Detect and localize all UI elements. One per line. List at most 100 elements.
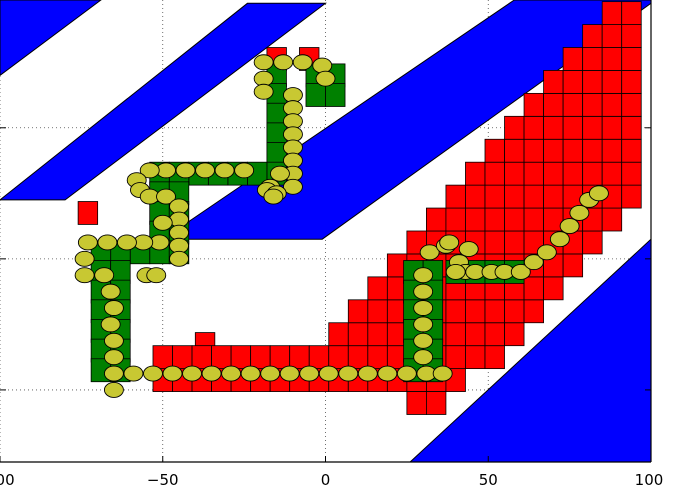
waypoint: [569, 205, 590, 221]
visited-cell: [367, 345, 388, 370]
obstacle-band-2: [0, 2, 327, 201]
visited-cell: [172, 345, 193, 370]
visited-cell: [543, 276, 564, 301]
waypoint: [458, 241, 479, 257]
visited-cell: [504, 115, 525, 140]
waypoint: [94, 267, 115, 284]
waypoint: [195, 162, 216, 179]
waypoint: [445, 264, 466, 280]
visited-cell: [484, 322, 505, 347]
visited-cell: [601, 92, 623, 117]
waypoint: [253, 54, 274, 71]
visited-cell: [465, 184, 486, 209]
waypoint: [413, 300, 434, 316]
waypoint: [357, 365, 378, 382]
visited-cell: [426, 207, 447, 232]
visited-cell: [601, 24, 623, 48]
waypoint: [162, 365, 183, 382]
visited-cell: [562, 253, 584, 278]
waypoint: [152, 214, 173, 231]
waypoint: [103, 349, 124, 366]
visited-cell: [465, 299, 486, 324]
obstacle-band-1: [0, 0, 102, 77]
waypoint: [413, 283, 434, 300]
visited-cell: [523, 299, 544, 324]
visited-cell: [562, 138, 584, 163]
visited-cell: [562, 70, 584, 94]
visited-cell: [523, 184, 544, 209]
waypoint: [292, 54, 313, 71]
waypoint: [263, 188, 284, 205]
visited-cell: [601, 47, 623, 71]
waypoint: [260, 365, 281, 382]
waypoint: [103, 365, 124, 382]
visited-cell: [601, 1, 623, 25]
waypoint: [269, 165, 290, 182]
waypoint: [523, 254, 544, 271]
visited-cell: [426, 391, 447, 415]
waypoint: [97, 234, 118, 251]
visited-cell: [562, 115, 584, 140]
visited-cell: [367, 299, 388, 324]
visited-cell: [77, 201, 99, 225]
visited-cell: [582, 24, 603, 48]
waypoint: [338, 365, 359, 382]
path-cell: [305, 83, 326, 107]
waypoint: [143, 365, 163, 382]
waypoint: [240, 365, 261, 382]
visited-cell: [621, 92, 642, 117]
visited-cell: [543, 70, 564, 94]
path-cell: [325, 83, 346, 107]
waypoint: [318, 365, 339, 382]
visited-cell: [484, 161, 505, 186]
plot-area: [0, 0, 651, 462]
waypoint: [419, 244, 440, 261]
waypoint: [221, 365, 242, 382]
visited-cell: [543, 184, 564, 209]
obstacle-band-4: [409, 238, 651, 462]
visited-cell: [523, 161, 544, 186]
waypoint: [413, 332, 434, 349]
visited-cell: [523, 207, 544, 232]
visited-cell: [621, 184, 642, 209]
visited-cell: [328, 345, 349, 370]
visited-cell: [504, 322, 525, 347]
waypoint: [432, 365, 453, 382]
ticks: 100 −50 0 50 100: [0, 127, 663, 489]
waypoint: [100, 283, 121, 300]
waypoint: [279, 365, 300, 382]
visited-cell: [328, 322, 349, 347]
waypoint: [273, 54, 294, 71]
visited-cell: [465, 322, 486, 347]
waypoint: [103, 381, 124, 398]
visited-cell: [601, 70, 623, 94]
waypoint: [253, 83, 274, 100]
visited-cell: [504, 230, 525, 255]
visited-cell: [465, 345, 486, 370]
visited-cell: [367, 322, 388, 347]
visited-cell: [484, 230, 505, 255]
visited-cell: [543, 138, 564, 163]
waypoints: [74, 54, 609, 398]
visited-cell: [445, 299, 466, 324]
visited-cell: [465, 207, 486, 232]
waypoint: [413, 316, 434, 333]
x-tick-label: 50: [479, 471, 498, 489]
waypoint: [396, 365, 417, 382]
visited-cell: [601, 207, 623, 232]
visited-cell: [562, 47, 584, 71]
visited-cell: [504, 161, 525, 186]
waypoint: [139, 162, 160, 179]
waypoint: [559, 218, 580, 235]
visited-cell: [484, 207, 505, 232]
waypoint: [413, 267, 434, 284]
visited-cell: [621, 138, 642, 163]
visited-cell: [308, 345, 330, 370]
visited-cell: [504, 299, 525, 324]
visited-cell: [621, 115, 642, 140]
visited-cell: [582, 70, 603, 94]
waypoint: [156, 188, 176, 205]
waypoint: [299, 365, 320, 382]
visited-cell: [484, 138, 505, 163]
